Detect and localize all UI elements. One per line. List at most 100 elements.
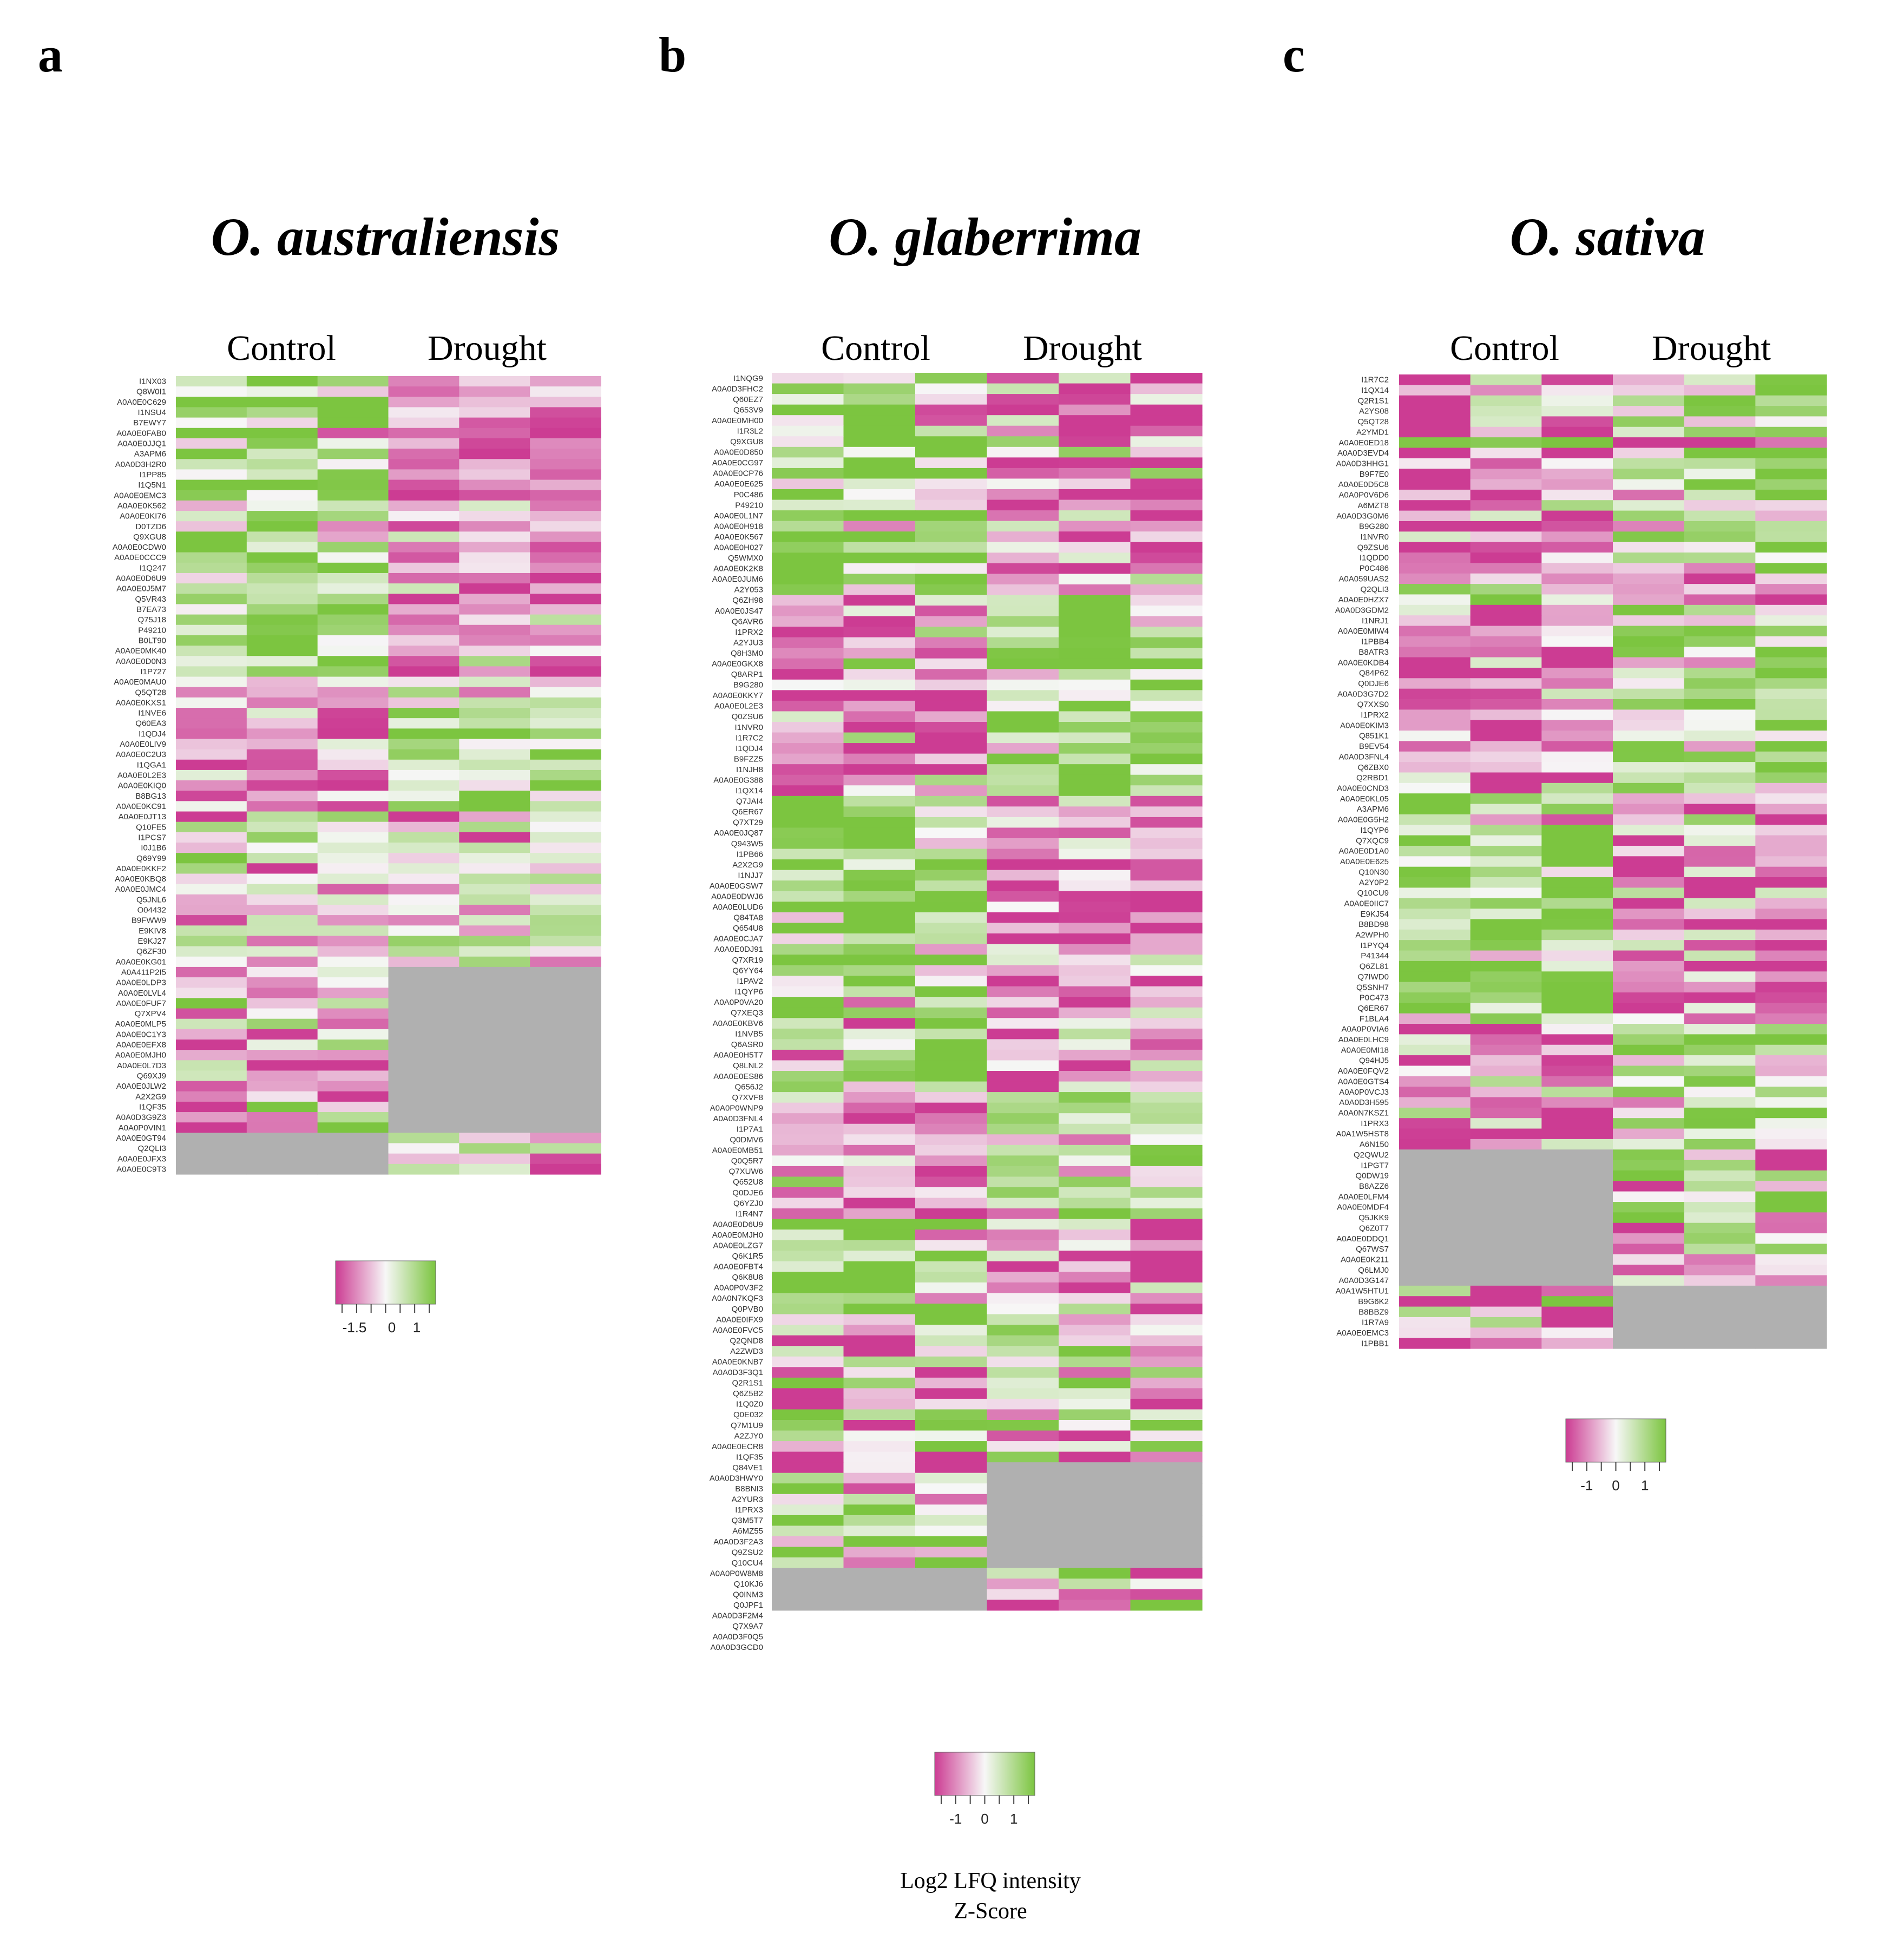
heatmap-cell — [1130, 521, 1203, 532]
heatmap-cell — [530, 604, 601, 615]
heatmap-cell — [459, 542, 530, 553]
heatmap-cell — [1130, 870, 1203, 881]
heatmap-cell — [246, 884, 318, 895]
heatmap-cell — [317, 718, 389, 729]
heatmap-cell — [1130, 849, 1203, 860]
row-label: A0A0E0CDW0 — [113, 543, 166, 552]
heatmap-cell — [1130, 1092, 1203, 1103]
heatmap-cell — [772, 373, 844, 384]
heatmap-cell — [388, 791, 459, 801]
heatmap-cell — [1613, 615, 1685, 627]
heatmap-cell — [772, 859, 844, 871]
heatmap-cell — [459, 614, 530, 626]
heatmap-cell — [388, 894, 459, 905]
row-label: B9EV54 — [1359, 742, 1389, 751]
heatmap-cell — [176, 635, 247, 646]
row-label: I0J1B6 — [141, 844, 166, 853]
heatmap-cell — [1130, 457, 1203, 469]
heatmap-cell — [176, 1039, 247, 1050]
heatmap-cell — [317, 490, 389, 501]
heatmap-cell — [1613, 720, 1685, 731]
row-label: A2Y0P2 — [1359, 878, 1389, 887]
heatmap-cell — [772, 415, 844, 426]
heatmap-cell — [317, 821, 389, 833]
heatmap-cell — [915, 542, 988, 553]
heatmap-cell — [1755, 699, 1827, 710]
heatmap-cell — [987, 1123, 1059, 1135]
heatmap-cell — [915, 584, 988, 596]
heatmap-cell — [1470, 1003, 1542, 1014]
heatmap-cell — [1755, 615, 1827, 627]
heatmap-cell — [388, 656, 459, 667]
heatmap-cell — [915, 1166, 988, 1178]
heatmap-cell — [1755, 458, 1827, 469]
heatmap-cell — [317, 407, 389, 418]
row-label: E9KJ27 — [137, 937, 166, 946]
heatmap-cell — [1755, 898, 1827, 909]
heatmap-cell — [176, 759, 247, 771]
heatmap-cell — [1130, 1198, 1203, 1209]
heatmap-cell — [1755, 835, 1827, 846]
heatmap-cell — [772, 446, 844, 458]
title-o-sativa: O. sativa — [1509, 207, 1705, 267]
heatmap-cell — [915, 1325, 988, 1336]
heatmap-cell — [1684, 1202, 1756, 1213]
heatmap-cell — [1684, 1317, 1756, 1328]
heatmap-cell — [1613, 699, 1685, 710]
heatmap-cell — [530, 417, 601, 429]
heatmap-cell — [246, 1112, 318, 1123]
heatmap-cell — [1755, 772, 1827, 784]
heatmap-cell — [459, 427, 530, 439]
heatmap-cell — [1059, 1261, 1131, 1272]
heatmap-cell — [388, 904, 459, 916]
heatmap-cell — [1059, 753, 1131, 765]
heatmap-cell — [1470, 395, 1542, 406]
row-label: A0A0E0LFM4 — [1338, 1192, 1389, 1201]
row-label: A0A0E0GTS4 — [1338, 1077, 1389, 1086]
heatmap-cell — [246, 666, 318, 678]
heatmap-cell — [388, 427, 459, 439]
heatmap-cell — [1130, 1325, 1203, 1336]
heatmap-cell — [987, 436, 1059, 448]
heatmap-cell — [772, 1166, 844, 1178]
row-label: Q10CU9 — [1357, 889, 1389, 898]
heatmap-cell — [1130, 1346, 1203, 1357]
heatmap-cell — [459, 894, 530, 905]
heatmap-cell — [246, 646, 318, 656]
heatmap-cell — [1755, 741, 1827, 752]
legend-title-line1: Log2 LFQ intensity — [900, 1869, 1081, 1893]
row-label: A0A0E0IIC7 — [1344, 899, 1389, 908]
heatmap-cell — [987, 1325, 1059, 1336]
heatmap-cell — [915, 531, 988, 543]
heatmap-cell — [1684, 814, 1756, 825]
heatmap-cell — [987, 732, 1059, 744]
heatmap-cell — [772, 1314, 844, 1325]
heatmap-cell — [1613, 636, 1685, 647]
heatmap-cell — [176, 614, 247, 626]
heatmap-cell — [1541, 782, 1613, 794]
heatmap-cell — [459, 821, 530, 833]
heatmap-cell — [1059, 1335, 1131, 1346]
heatmap-cell — [530, 936, 601, 947]
heatmap-cell — [1613, 825, 1685, 836]
row-label: A6N150 — [1360, 1140, 1389, 1149]
heatmap-cell — [1130, 1251, 1203, 1262]
heatmap-cell — [1613, 584, 1685, 595]
heatmap-cell — [1470, 1065, 1542, 1077]
heatmap-cell — [1399, 1170, 1471, 1181]
heatmap-cell — [1059, 574, 1131, 585]
heatmap-cell — [1613, 1233, 1685, 1245]
heatmap-cell — [1541, 437, 1613, 449]
heatmap-cell — [317, 843, 389, 853]
heatmap-cell — [1755, 510, 1827, 522]
row-label: A0A0E0DDQ1 — [1336, 1234, 1389, 1244]
heatmap-cell — [459, 925, 530, 937]
heatmap-cell — [1541, 1160, 1613, 1171]
row-label: A0A0E0KIM3 — [1340, 721, 1389, 730]
heatmap-cell — [843, 1272, 916, 1283]
heatmap-cell — [843, 1060, 916, 1071]
row-label: I1PBB4 — [1361, 637, 1389, 647]
heatmap-cell — [1755, 1097, 1827, 1108]
heatmap-cell — [1470, 678, 1542, 689]
